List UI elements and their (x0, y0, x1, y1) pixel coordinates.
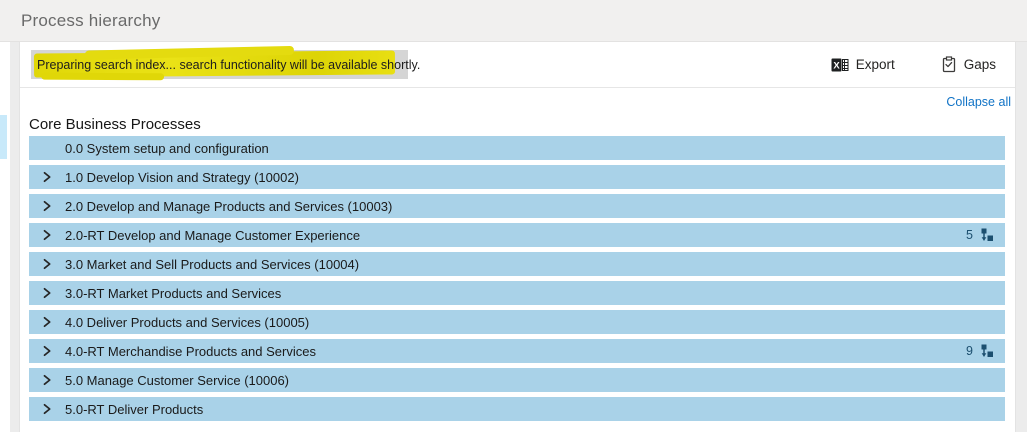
gaps-button[interactable]: Gaps (941, 56, 996, 73)
collapse-all-link[interactable]: Collapse all (946, 95, 1011, 109)
excel-icon: X (831, 57, 849, 73)
process-row-label: 2.0-RT Develop and Manage Customer Exper… (65, 227, 361, 243)
process-list: 0.0 System setup and configuration 1.0 D… (29, 136, 1005, 426)
process-row-label: 5.0-RT Deliver Products (65, 401, 204, 417)
process-row[interactable]: 4.0-RT Merchandise Products and Services… (29, 339, 1005, 363)
right-gutter (1016, 42, 1027, 432)
process-row[interactable]: 3.0-RT Market Products and Services (29, 281, 1005, 305)
process-hierarchy-panel: Preparing search index... search functio… (19, 42, 1016, 432)
subprocess-count: 5 (966, 228, 973, 242)
process-row-label: 0.0 System setup and configuration (65, 140, 269, 156)
hierarchy-icon (978, 228, 993, 243)
toolbar: X Export Gaps (831, 56, 996, 73)
hierarchy-icon (978, 344, 993, 359)
process-row[interactable]: 3.0 Market and Sell Products and Service… (29, 252, 1005, 276)
svg-text:X: X (833, 60, 840, 71)
gaps-button-label: Gaps (963, 57, 996, 72)
process-row[interactable]: 5.0 Manage Customer Service (10006) (29, 368, 1005, 392)
search-index-notice-text: Preparing search index... search functio… (37, 57, 421, 72)
process-row[interactable]: 4.0 Deliver Products and Services (10005… (29, 310, 1005, 334)
process-row-label: 4.0-RT Merchandise Products and Services (65, 343, 316, 359)
process-row-label: 1.0 Develop Vision and Strategy (10002) (65, 169, 299, 185)
process-row-label: 3.0 Market and Sell Products and Service… (65, 256, 360, 272)
chevron-right-icon[interactable] (40, 199, 54, 213)
process-row-label: 5.0 Manage Customer Service (10006) (65, 372, 290, 388)
process-row[interactable]: 2.0 Develop and Manage Products and Serv… (29, 194, 1005, 218)
chevron-right-icon[interactable] (40, 228, 54, 242)
chevron-right-icon[interactable] (40, 373, 54, 387)
page-title: Process hierarchy (21, 11, 161, 30)
chevron-right-icon[interactable] (40, 286, 54, 300)
page-header: Process hierarchy (0, 0, 1027, 42)
left-gutter (10, 42, 19, 432)
process-row[interactable]: 1.0 Develop Vision and Strategy (10002) (29, 165, 1005, 189)
chevron-right-icon[interactable] (40, 257, 54, 271)
export-button[interactable]: X Export (831, 56, 895, 73)
process-row[interactable]: 0.0 System setup and configuration (29, 136, 1005, 160)
process-row[interactable]: 2.0-RT Develop and Manage Customer Exper… (29, 223, 1005, 247)
chevron-right-icon[interactable] (40, 315, 54, 329)
export-button-label: Export (855, 57, 895, 72)
subprocess-badge: 9 (966, 339, 993, 363)
subprocess-badge: 5 (966, 223, 993, 247)
chevron-right-icon[interactable] (40, 402, 54, 416)
clipboard-check-icon (941, 56, 957, 73)
subprocess-count: 9 (966, 344, 973, 358)
process-group-title: Core Business Processes (29, 116, 201, 133)
process-row[interactable]: 5.0-RT Deliver Products (29, 397, 1005, 421)
toolbar-divider (20, 87, 1015, 88)
process-row-label: 2.0 Develop and Manage Products and Serv… (65, 198, 393, 214)
process-row-label: 3.0-RT Market Products and Services (65, 285, 282, 301)
chevron-right-icon[interactable] (40, 344, 54, 358)
left-panel-selection-edge (0, 115, 7, 159)
chevron-right-icon[interactable] (40, 170, 54, 184)
process-row-label: 4.0 Deliver Products and Services (10005… (65, 314, 310, 330)
search-index-notice: Preparing search index... search functio… (31, 50, 420, 79)
